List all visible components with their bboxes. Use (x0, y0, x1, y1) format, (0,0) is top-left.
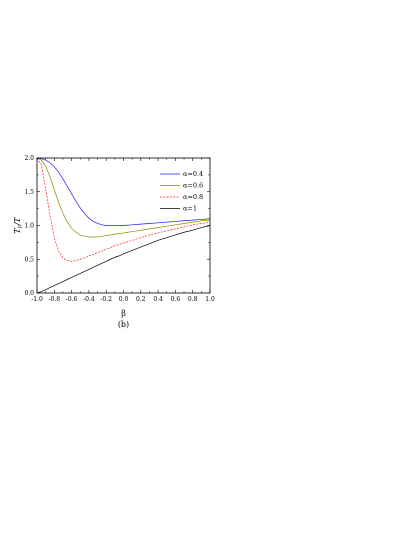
y-tick-label: 0.5 (24, 256, 34, 263)
y-axis-label: Tr/T (13, 217, 24, 234)
x-tick-label: -1.0 (31, 296, 43, 303)
legend-label-2: α=0.6 (183, 182, 203, 190)
series-line-3 (36, 157, 211, 262)
x-tick-label: 0.6 (171, 296, 181, 303)
figure-caption: (b) (118, 320, 129, 329)
plot-lines (36, 157, 211, 294)
series-line-2 (36, 157, 211, 238)
x-tick-label: 0.0 (119, 296, 129, 303)
x-tick-label: 1.0 (205, 296, 215, 303)
legend: α=0.4 α=0.6 α=0.8 α=1 (160, 170, 203, 213)
x-tick-label: 0.2 (136, 296, 146, 303)
x-tick-label: -0.6 (66, 296, 78, 303)
legend-label-4: α=1 (183, 205, 197, 213)
x-tick-label: -0.8 (49, 296, 61, 303)
legend-label-3: α=0.8 (183, 193, 203, 201)
x-tick-label: 0.4 (153, 296, 163, 303)
x-tick-label: -0.4 (83, 296, 95, 303)
axis-ticks (36, 157, 211, 294)
series-line-4 (36, 225, 211, 294)
legend-label-1: α=0.4 (183, 170, 203, 178)
tick-labels: -1.0 -0.8 -0.6 -0.4 -0.2 0.0 0.2 0.4 0.6 0.8 1.0 0.… (24, 155, 214, 303)
y-tick-label: 0.0 (24, 290, 34, 297)
series-line-1 (36, 157, 211, 226)
y-tick-label: 2.0 (24, 155, 34, 162)
x-tick-label: 0.8 (188, 296, 198, 303)
y-tick-label: 1.0 (24, 223, 34, 230)
x-tick-label: -0.2 (100, 296, 112, 303)
y-tick-label: 1.5 (24, 189, 34, 196)
x-axis-label: β (121, 309, 126, 318)
